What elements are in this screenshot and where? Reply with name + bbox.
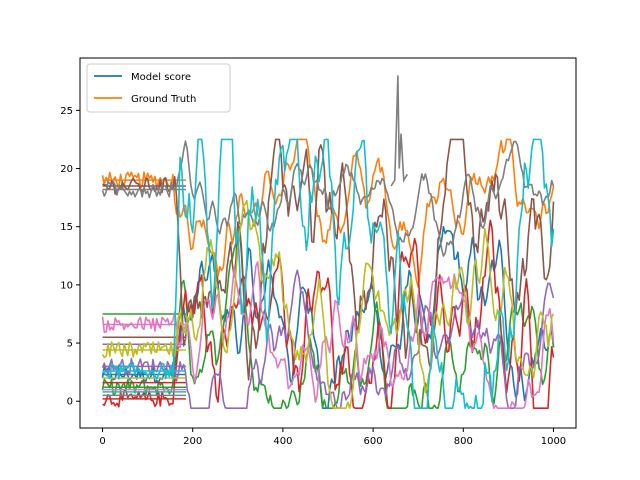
x-axis: 0 200 400 600 800 1000	[99, 428, 566, 447]
plot-frame	[79, 57, 577, 429]
y-tick-label: 5	[67, 339, 73, 350]
series-line	[101, 140, 555, 257]
legend-box	[86, 63, 231, 113]
series-spike	[390, 75, 409, 187]
series-line	[101, 199, 555, 410]
y-tick-label: 0	[67, 397, 73, 408]
series-line	[101, 261, 555, 410]
legend-label-ground-truth: Ground Truth	[131, 94, 196, 105]
y-tick-label: 25	[60, 106, 73, 117]
x-tick-label: 0	[99, 436, 105, 447]
x-tick-label: 800	[454, 436, 473, 447]
x-tick-label: 600	[364, 436, 383, 447]
x-tick-label: 400	[273, 436, 292, 447]
x-tick-label: 1000	[541, 436, 566, 447]
y-tick-label: 20	[60, 164, 73, 175]
x-tick-label: 200	[183, 436, 202, 447]
y-tick-label: 15	[60, 222, 73, 233]
series-layer	[101, 75, 555, 410]
y-axis: 0 5 10 15 20 25	[60, 106, 80, 408]
series-line	[101, 269, 555, 410]
legend-label-model-score: Model score	[131, 72, 191, 83]
legend: Model score Ground Truth	[86, 63, 231, 113]
y-tick-label: 10	[60, 280, 73, 291]
series-line	[102, 138, 555, 410]
